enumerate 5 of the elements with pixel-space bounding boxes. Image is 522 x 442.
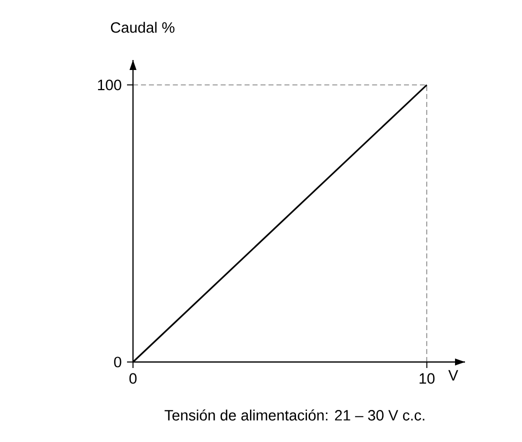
y-axis-title: Caudal %	[110, 22, 174, 33]
text: Tensión de alimentación: 21 – 30 V c.c.	[164, 409, 424, 421]
x-tick-label: 10	[420, 373, 435, 384]
y-tick-label: 100	[98, 80, 122, 90]
x-axis-title: V	[448, 370, 458, 380]
